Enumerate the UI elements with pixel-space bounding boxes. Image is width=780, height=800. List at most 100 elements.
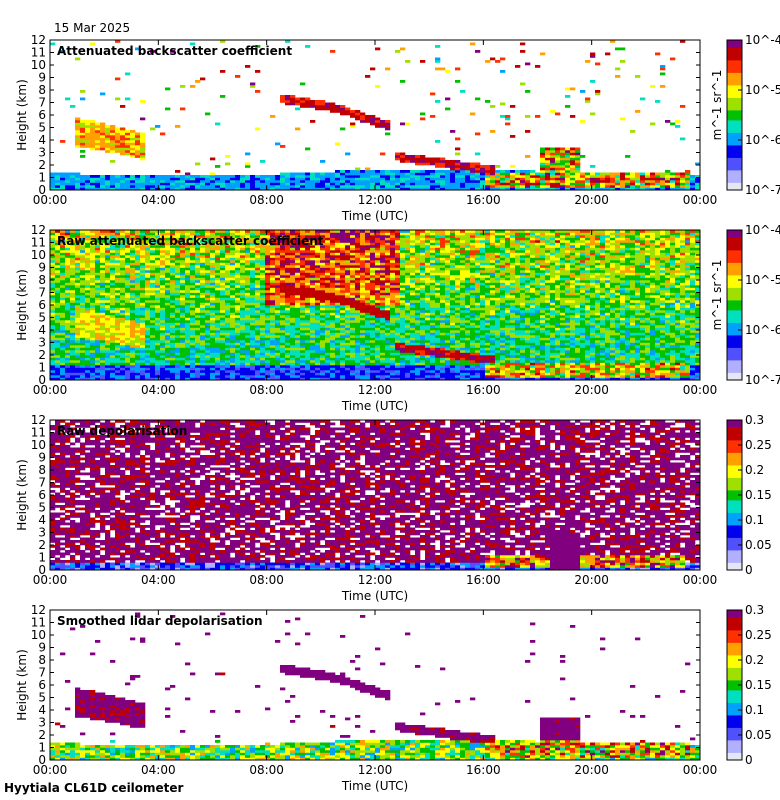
heatmap-cell [160, 370, 166, 373]
heatmap-cell [290, 345, 296, 348]
heatmap-cell [130, 177, 136, 181]
heatmap-cell [275, 262, 281, 266]
heatmap-cell [465, 162, 471, 166]
heatmap-cell [130, 150, 136, 153]
heatmap-cell [120, 260, 126, 263]
heatmap-cell [165, 315, 171, 318]
heatmap-cell [300, 270, 306, 273]
heatmap-cell [120, 237, 126, 241]
heatmap-cell [280, 372, 286, 376]
heatmap-cell [245, 230, 251, 233]
heatmap-cell [540, 187, 546, 191]
heatmap-cell [305, 187, 311, 191]
heatmap-cell [245, 187, 251, 191]
heatmap-cell [65, 312, 71, 316]
heatmap-cell [290, 295, 296, 298]
heatmap-cell [210, 347, 216, 351]
heatmap-cell [75, 365, 81, 368]
heatmap-cell [215, 187, 221, 191]
heatmap-cell [235, 267, 241, 271]
heatmap-cell [170, 230, 176, 233]
heatmap-cell [60, 330, 66, 333]
heatmap-cell [105, 175, 111, 178]
heatmap-cell [120, 265, 126, 268]
heatmap-cell [125, 135, 131, 138]
heatmap-cell [135, 317, 141, 321]
heatmap-cell [160, 180, 166, 183]
heatmap-cell [215, 297, 221, 301]
heatmap-cell [450, 162, 456, 166]
heatmap-cell [60, 245, 66, 248]
heatmap-cell [255, 352, 261, 356]
heatmap-cell [300, 350, 306, 353]
heatmap-cell [50, 250, 56, 253]
heatmap-cell [100, 370, 106, 373]
heatmap-cell [50, 307, 56, 311]
heatmap-cell [75, 327, 81, 331]
heatmap-cell [305, 347, 311, 351]
heatmap-cell [250, 337, 256, 341]
heatmap-cell [270, 247, 276, 251]
heatmap-cell [80, 272, 86, 276]
heatmap-cell [305, 180, 311, 183]
heatmap-cell [285, 305, 291, 308]
colorbar-segment [727, 170, 742, 173]
heatmap-cell [305, 97, 311, 101]
heatmap-cell [160, 357, 166, 361]
heatmap-cell [245, 327, 251, 331]
heatmap-cell [155, 290, 161, 293]
heatmap-cell [270, 307, 276, 311]
heatmap-cell [260, 240, 266, 243]
heatmap-cell [235, 232, 241, 236]
heatmap-cell [315, 362, 321, 366]
heatmap-cell [420, 60, 426, 63]
heatmap-cell [205, 270, 211, 273]
colorbar-segment [727, 155, 742, 158]
heatmap-cell [180, 355, 186, 358]
heatmap-cell [200, 352, 206, 356]
heatmap-cell [100, 320, 106, 323]
heatmap-cell [500, 177, 506, 181]
heatmap-cell [280, 182, 286, 186]
heatmap-cell [105, 232, 111, 236]
heatmap-cell [80, 310, 86, 313]
heatmap-cell [275, 257, 281, 261]
heatmap-cell [290, 355, 296, 358]
heatmap-cell [240, 287, 246, 291]
heatmap-cell [210, 325, 216, 328]
heatmap-cell [165, 357, 171, 361]
heatmap-cell [200, 317, 206, 321]
heatmap-cell [565, 155, 571, 158]
heatmap-cell [235, 237, 241, 241]
heatmap-cell [125, 275, 131, 278]
heatmap-cell [155, 247, 161, 251]
heatmap-cell [115, 287, 121, 291]
heatmap-cell [260, 340, 266, 343]
heatmap-cell [365, 182, 371, 186]
heatmap-cell [70, 312, 76, 316]
heatmap-cell [165, 365, 171, 368]
heatmap-cell [165, 345, 171, 348]
heatmap-cell [330, 362, 336, 366]
heatmap-cell [235, 370, 241, 373]
heatmap-cell [185, 172, 191, 176]
heatmap-cell [405, 175, 411, 178]
heatmap-cell [305, 350, 311, 353]
heatmap-cell [245, 280, 251, 283]
heatmap-cell [130, 280, 136, 283]
heatmap-cell [550, 157, 556, 161]
heatmap-cell [190, 285, 196, 288]
heatmap-cell [110, 297, 116, 301]
heatmap-cell [60, 337, 66, 341]
heatmap-cell [320, 307, 326, 311]
heatmap-cell [260, 342, 266, 346]
heatmap-cell [570, 177, 576, 181]
heatmap-cell [215, 272, 221, 276]
y-tick-label: 4 [38, 133, 46, 147]
heatmap-cell [270, 320, 276, 323]
heatmap-cell [255, 335, 261, 338]
heatmap-cell [95, 187, 101, 191]
heatmap-cell [200, 267, 206, 271]
heatmap-cell [320, 342, 326, 346]
heatmap-cell [145, 252, 151, 256]
